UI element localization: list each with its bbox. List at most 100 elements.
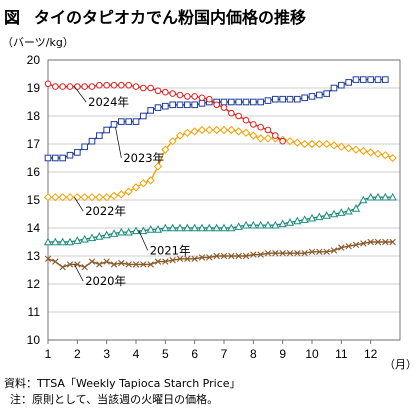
- data-point: [228, 109, 235, 117]
- data-point: [118, 81, 125, 89]
- data-point: [140, 261, 147, 268]
- data-point: [228, 252, 235, 260]
- data-point: [219, 125, 229, 135]
- data-point: [212, 125, 221, 135]
- data-point: [351, 204, 361, 212]
- data-point: [351, 145, 361, 154]
- data-point: [293, 138, 302, 147]
- source-text: TTSA「Weekly Tapioca Starch Price」: [37, 377, 241, 390]
- series-labels: 2020年 2021年 2022年 2023年 2024年: [74, 86, 191, 288]
- data-point: [278, 219, 287, 228]
- data-point: [242, 98, 250, 106]
- data-point: [146, 225, 155, 233]
- note-text: 原則として、当該週の火曜日の価格。: [32, 393, 219, 406]
- data-point: [184, 101, 191, 109]
- data-point: [132, 261, 140, 268]
- data-point: [80, 234, 89, 243]
- data-point: [316, 248, 323, 255]
- data-point: [234, 222, 243, 230]
- data-point: [96, 261, 103, 268]
- y-tick-label: 12: [27, 277, 41, 291]
- data-point: [344, 206, 353, 215]
- data-point: [81, 264, 88, 271]
- series-label: 2021年: [150, 243, 191, 257]
- data-point: [124, 187, 133, 196]
- data-point: [263, 134, 273, 143]
- data-point: [139, 226, 148, 235]
- data-point: [257, 98, 264, 106]
- data-point: [205, 223, 214, 232]
- y-tick-label: 18: [27, 109, 41, 123]
- data-point: [264, 250, 272, 257]
- data-point: [73, 236, 82, 244]
- x-tick-label: 3: [103, 347, 110, 361]
- data-point: [264, 97, 272, 104]
- data-point: [88, 137, 96, 145]
- data-point: [286, 95, 294, 103]
- label-leader: [115, 127, 122, 159]
- data-point: [102, 193, 111, 202]
- y-tick-label: 14: [27, 221, 41, 235]
- data-point: [74, 149, 81, 156]
- data-point: [329, 209, 339, 218]
- data-point: [190, 223, 199, 232]
- data-point: [329, 141, 339, 150]
- source-line: 資料：TTSA「Weekly Tapioca Starch Price」: [4, 375, 241, 391]
- data-point: [118, 259, 125, 267]
- x-tick-label: 11: [335, 347, 348, 361]
- data-point: [307, 213, 317, 222]
- data-point: [51, 193, 60, 202]
- data-point: [131, 226, 141, 235]
- data-point: [162, 88, 169, 96]
- data-point: [110, 261, 118, 268]
- data-point: [153, 162, 163, 171]
- data-point: [191, 93, 198, 100]
- data-point: [183, 128, 192, 137]
- x-tick-label: 8: [250, 347, 257, 361]
- data-point: [294, 95, 301, 103]
- data-point: [162, 102, 169, 110]
- data-point: [279, 137, 286, 145]
- data-point: [58, 237, 67, 246]
- series-line: [48, 129, 393, 198]
- data-point: [198, 254, 206, 261]
- data-point: [315, 212, 324, 221]
- data-point: [389, 238, 396, 246]
- data-point: [191, 101, 198, 109]
- x-tick-label: 1: [45, 347, 52, 361]
- data-point: [285, 137, 295, 146]
- x-tick-label: 12: [364, 347, 378, 361]
- data-point: [220, 98, 228, 106]
- data-point: [154, 258, 162, 265]
- series-label: 2022年: [85, 204, 126, 218]
- data-point: [228, 98, 235, 106]
- data-point: [198, 94, 206, 102]
- data-point: [272, 250, 279, 257]
- label-leader: [74, 197, 84, 212]
- series-group: [43, 76, 397, 271]
- data-point: [175, 223, 185, 232]
- data-point: [59, 264, 66, 271]
- series-2020: [44, 238, 396, 271]
- data-point: [51, 237, 60, 246]
- series-label: 2020年: [85, 274, 126, 288]
- data-point: [88, 83, 96, 90]
- data-point: [388, 153, 397, 163]
- data-point: [109, 191, 119, 200]
- x-tick-label: 5: [162, 347, 169, 361]
- data-point: [330, 247, 338, 254]
- data-point: [161, 223, 170, 232]
- data-point: [322, 211, 331, 219]
- data-point: [286, 250, 294, 257]
- data-point: [374, 238, 382, 246]
- data-point: [59, 83, 66, 90]
- data-point: [96, 81, 103, 89]
- data-point: [227, 223, 236, 232]
- y-tick-label: 16: [27, 165, 41, 179]
- data-point: [117, 190, 126, 199]
- data-point: [338, 244, 345, 251]
- data-point: [102, 230, 111, 239]
- y-tick-label: 11: [28, 305, 41, 319]
- data-point: [147, 261, 154, 268]
